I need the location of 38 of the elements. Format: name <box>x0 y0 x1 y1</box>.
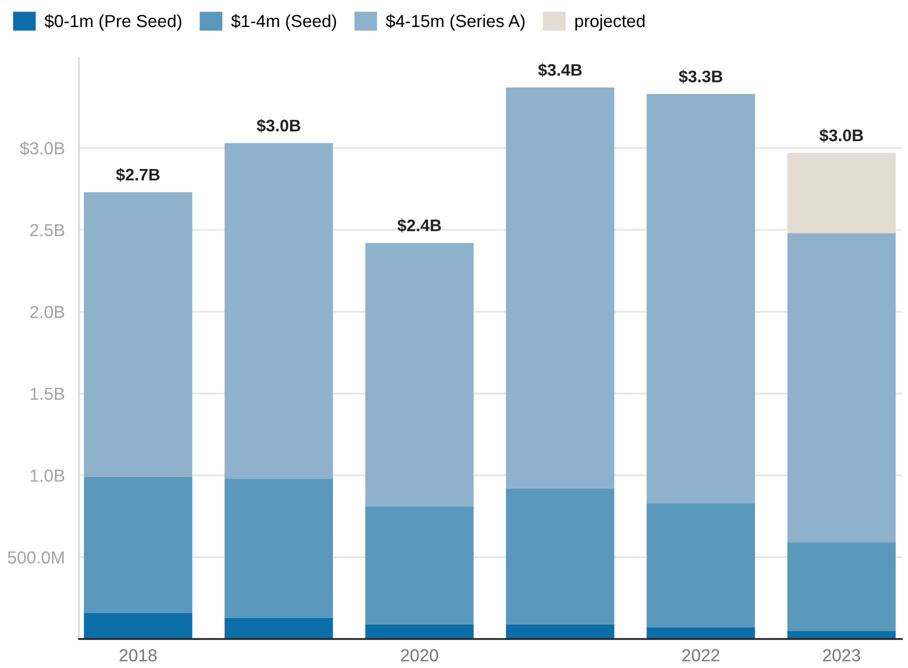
bar <box>646 628 755 639</box>
y-tick-label: 1.0B <box>30 470 64 482</box>
x-tick-label: 2023 <box>823 649 860 662</box>
total-label: $2.4B <box>397 218 441 232</box>
y-tick-label: 2.0B <box>30 306 64 318</box>
legend-label: projected <box>575 14 645 31</box>
bar <box>365 242 474 506</box>
bar <box>787 152 896 234</box>
bar <box>224 143 333 479</box>
bar <box>365 624 474 639</box>
bar <box>224 478 333 618</box>
total-label: $2.7B <box>116 168 160 182</box>
bar <box>84 476 192 613</box>
legend-label: $1-4m (Seed) <box>231 14 336 31</box>
x-tick-label: 2022 <box>682 649 720 662</box>
total-label: $3.0B <box>819 128 863 142</box>
y-tick-label: 2.5B <box>30 224 64 236</box>
bar <box>646 503 755 628</box>
total-label: $3.4B <box>538 63 582 77</box>
legend-label: $0-1m (Pre Seed) <box>44 14 182 31</box>
x-tick-label: 2018 <box>120 649 157 662</box>
total-label: $3.3B <box>678 70 722 84</box>
bar <box>506 624 614 639</box>
legend-label: $4-15m (Series A) <box>386 14 525 31</box>
bar <box>787 542 896 631</box>
bar <box>506 488 614 624</box>
y-tick-label: 1.5B <box>30 388 64 400</box>
y-tick-label: $3.0B <box>20 141 64 156</box>
bar <box>787 233 896 542</box>
bar <box>224 618 333 639</box>
bar <box>84 612 192 639</box>
bar <box>84 192 192 477</box>
x-tick-label: 2020 <box>401 649 438 662</box>
total-label: $3.0B <box>256 118 300 133</box>
y-tick-label: 500.0M <box>8 551 64 564</box>
bar <box>506 87 614 488</box>
bar <box>646 94 755 504</box>
bar <box>365 506 474 624</box>
